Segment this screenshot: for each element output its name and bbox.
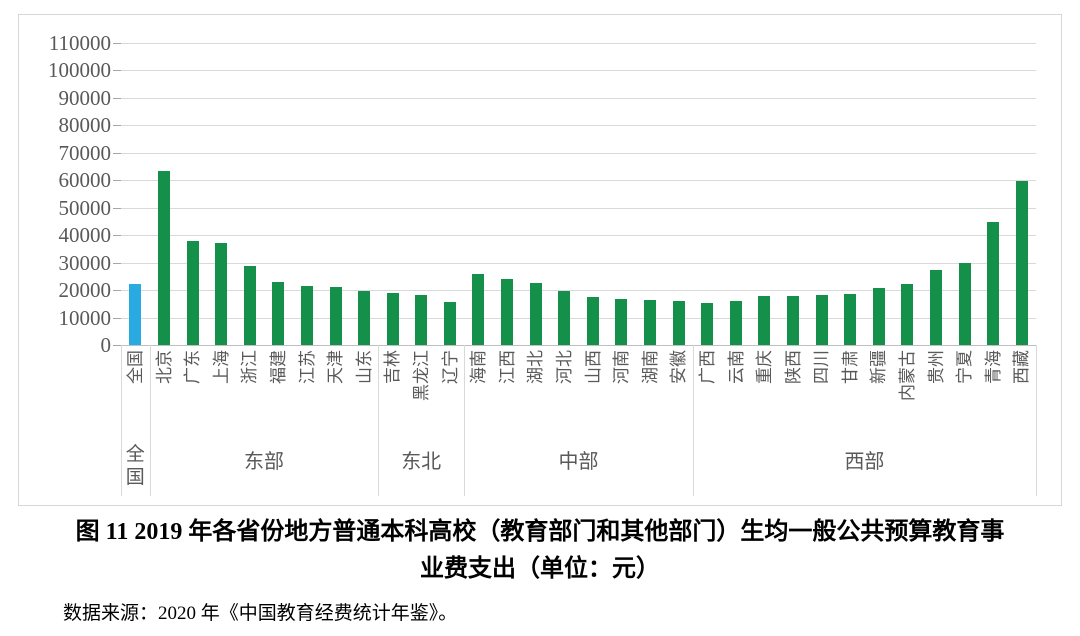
y-axis-tick-label: 60000 <box>58 168 112 193</box>
y-axis-tick-label: 10000 <box>58 305 112 330</box>
gridline <box>121 70 1036 72</box>
plot-area: 0 10000 20000 30000 40000 50000 60000 70000 8000… <box>48 32 1036 356</box>
bar <box>501 278 513 345</box>
bar <box>987 221 1000 345</box>
bar <box>1015 181 1028 345</box>
bar <box>157 170 170 345</box>
gridline <box>121 235 1036 237</box>
group-label: 东北 <box>401 451 442 473</box>
bar <box>329 287 342 345</box>
y-axis-tick-label: 80000 <box>58 113 112 138</box>
y-axis-tick-label: 0 <box>100 333 112 357</box>
y-axis-tick <box>113 262 121 264</box>
y-axis-tick <box>113 345 121 346</box>
bar <box>215 243 228 345</box>
group-divider <box>1036 345 1037 496</box>
bar <box>815 294 828 345</box>
y-axis-tick <box>113 70 121 72</box>
y-axis-tick <box>113 235 121 237</box>
group-label: 中部 <box>558 451 599 473</box>
figure-caption: 图 11 2019 年各省份地方普通本科高校（教育部门和其他部门）生均一般公共预… <box>0 514 1080 588</box>
group-divider <box>378 345 380 496</box>
group-divider <box>464 345 466 496</box>
bar <box>358 291 370 345</box>
bar <box>844 293 857 345</box>
y-axis-tick-label: 30000 <box>58 250 112 275</box>
chart-area: 0 10000 20000 30000 40000 50000 60000 70000 8000… <box>18 14 1062 506</box>
group-divider <box>121 345 122 496</box>
x-axis-label-area: 全国 北京 广东 上海 浙江 福建 江苏 天津 山东 吉林 黑龙江 辽宁 海南 江西 湖北 河北 山西 河南 湖南安… <box>121 345 1037 507</box>
y-axis-tick-label: 40000 <box>58 223 112 248</box>
bar <box>958 263 971 345</box>
bar <box>529 282 542 345</box>
bar <box>787 296 799 345</box>
bar <box>186 241 199 345</box>
y-axis-tick-label: 50000 <box>58 195 112 220</box>
bar <box>415 294 428 345</box>
bar <box>929 270 942 345</box>
y-axis-tick <box>113 317 121 319</box>
y-axis-tick-label: 90000 <box>58 85 112 110</box>
bar <box>586 297 599 345</box>
y-axis-tick <box>113 290 121 292</box>
gridline <box>121 180 1036 182</box>
bar <box>701 303 714 345</box>
y-axis-tick-label: 70000 <box>58 140 112 165</box>
y-axis-tick <box>113 125 121 127</box>
bar <box>386 292 399 345</box>
bar <box>443 302 456 345</box>
y-axis-tick <box>113 207 121 209</box>
group-label: 东部 <box>243 451 284 473</box>
gridline <box>121 152 1036 154</box>
bar <box>872 287 885 345</box>
bar <box>558 291 571 345</box>
data-source: 数据来源：2020 年《中国教育经费统计年鉴》。 <box>63 603 458 624</box>
bar <box>272 282 285 345</box>
gridline <box>121 43 1036 44</box>
y-axis-tick-label: 100000 <box>48 58 111 83</box>
y-axis-tick-label: 20000 <box>58 278 112 303</box>
gridline <box>121 125 1036 127</box>
y-axis-tick <box>113 43 121 44</box>
gridline <box>121 207 1036 209</box>
gridline <box>121 262 1036 264</box>
group-label: 全国 <box>125 444 145 488</box>
y-axis-tick <box>113 97 121 99</box>
group-divider <box>149 345 151 496</box>
bar <box>300 286 313 345</box>
bar <box>672 301 685 345</box>
y-axis-tick-label: 110000 <box>48 31 111 55</box>
gridline <box>121 317 1036 319</box>
bar <box>243 266 256 345</box>
bar <box>729 301 742 345</box>
bar <box>472 274 485 345</box>
bar <box>758 296 771 345</box>
group-divider <box>692 345 694 496</box>
y-axis-tick <box>113 180 121 182</box>
figure-caption-line2: 业费支出（单位：元） <box>420 556 660 582</box>
y-axis-tick <box>113 152 121 154</box>
gridline <box>121 97 1036 99</box>
bar <box>615 299 628 345</box>
bar <box>644 300 656 345</box>
gridline <box>121 290 1036 292</box>
group-label: 西部 <box>844 451 885 473</box>
bar <box>129 284 142 345</box>
figure-caption-line1: 图 11 2019 年各省份地方普通本科高校（教育部门和其他部门）生均一般公共预… <box>75 519 1005 545</box>
bar <box>901 283 914 345</box>
